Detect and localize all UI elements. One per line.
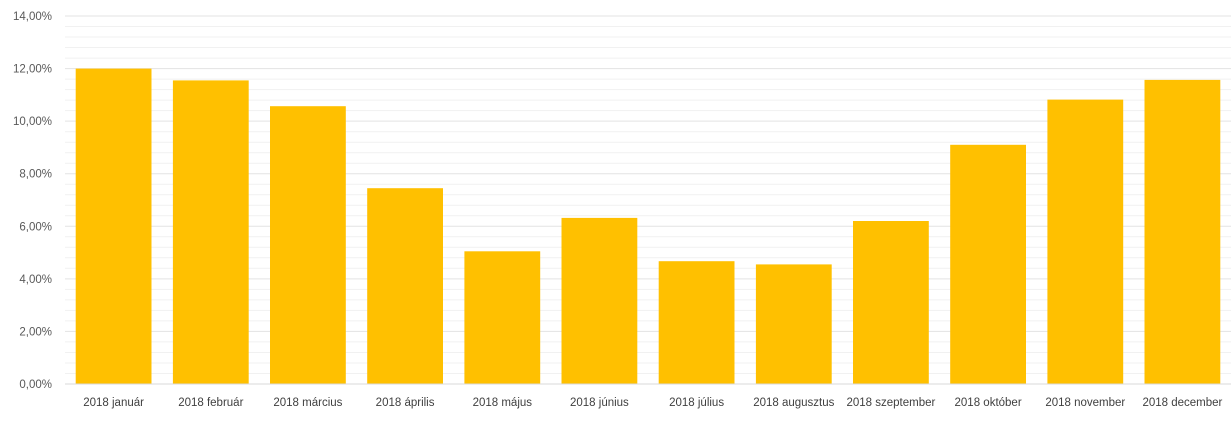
y-tick-label: 2,00% <box>19 326 52 338</box>
x-category-label: 2018 április <box>376 397 435 409</box>
bar <box>755 264 832 384</box>
x-category-label: 2018 március <box>273 397 342 409</box>
bar <box>853 221 929 384</box>
x-category-label: 2018 február <box>178 397 243 409</box>
bar <box>75 68 152 384</box>
x-category-label: 2018 október <box>955 397 1022 409</box>
bar <box>561 217 638 384</box>
y-tick-label: 4,00% <box>19 274 52 286</box>
y-tick-label: 10,00% <box>13 116 52 128</box>
x-axis-category-labels: 2018 január 2018 február 2018 március 2018 … <box>83 397 1222 409</box>
y-axis-tick-labels: 0,00% 2,00% 4,00% 6,00% 8,00% 10,00% 12,00% 14,… <box>13 11 52 391</box>
bar <box>464 251 541 384</box>
y-tick-label: 8,00% <box>19 169 52 181</box>
bar <box>1144 79 1221 385</box>
x-category-label: 2018 december <box>1142 397 1222 409</box>
y-tick-label: 6,00% <box>19 221 52 233</box>
y-tick-label: 0,00% <box>19 379 52 391</box>
x-category-label: 2018 augusztus <box>753 397 834 409</box>
bar <box>1047 99 1124 384</box>
bar <box>950 144 1026 384</box>
x-category-label: 2018 november <box>1045 397 1125 409</box>
bar <box>172 80 249 385</box>
bar <box>270 106 346 384</box>
x-category-label: 2018 május <box>473 397 533 409</box>
gridlines <box>65 15 1231 374</box>
x-category-label: 2018 szeptember <box>846 397 935 409</box>
x-category-label: 2018 július <box>669 397 724 409</box>
y-tick-label: 12,00% <box>13 64 52 76</box>
bars <box>75 68 1221 385</box>
bar <box>658 261 735 384</box>
bar <box>367 188 443 384</box>
x-category-label: 2018 június <box>570 397 629 409</box>
y-tick-label: 14,00% <box>13 11 52 23</box>
x-category-label: 2018 január <box>83 397 144 409</box>
